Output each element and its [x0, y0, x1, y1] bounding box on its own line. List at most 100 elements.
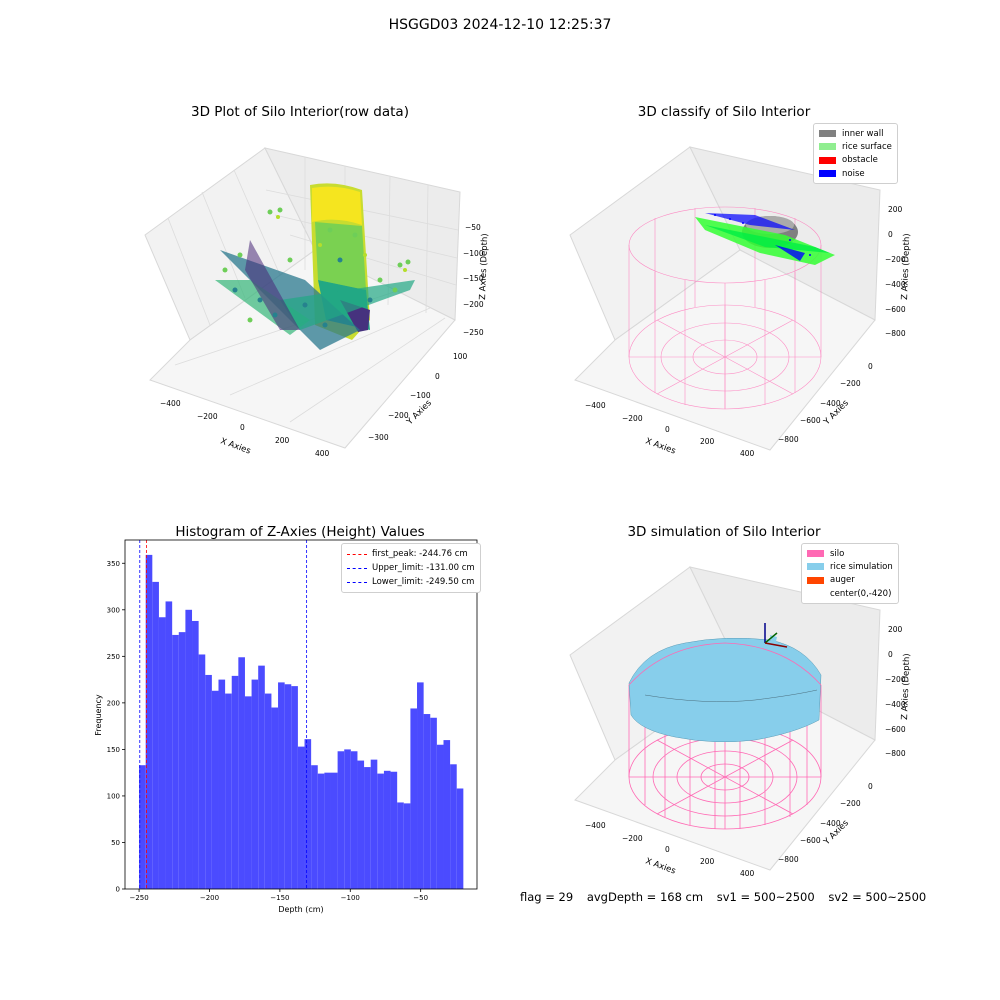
status-sv2: sv2 = 500~2500	[828, 890, 927, 904]
legend-item-rice-simulation: rice simulation	[807, 560, 893, 573]
legend-label: center(0,-420)	[830, 588, 892, 599]
histogram-bar	[225, 693, 232, 889]
sim-ytick: −200	[840, 799, 861, 808]
cls-xtick: 200	[700, 437, 715, 446]
sim-ytick: −400	[820, 819, 841, 828]
histogram-bar	[218, 679, 226, 889]
legend-swatch	[807, 590, 824, 597]
histogram-bar	[456, 788, 464, 889]
histogram-bar	[165, 601, 173, 889]
histogram-x-ticks: −250 −200 −150 −100 −50	[129, 889, 428, 902]
histogram-bar	[145, 554, 153, 889]
sim-xtick: 0	[665, 845, 670, 854]
raw-ztick: −200	[463, 300, 484, 309]
raw-xtick: 0	[240, 423, 245, 432]
legend-item-obstacle: obstacle	[819, 154, 892, 167]
histogram-bar	[297, 746, 305, 889]
raw-xtick: −200	[197, 412, 218, 421]
status-sv1: sv1 = 500~2500	[716, 890, 815, 904]
histogram-ytick-label: 350	[107, 560, 120, 568]
sim-xlabel: X Axies	[644, 856, 677, 876]
histogram-ytick-label: 0	[116, 886, 120, 894]
legend-label: rice surface	[842, 141, 892, 152]
histogram-bars	[139, 554, 464, 889]
histogram-ytick-label: 50	[111, 839, 120, 847]
histogram-bar	[324, 772, 331, 889]
histogram-bar	[152, 581, 159, 889]
histogram-bar	[205, 674, 212, 889]
histogram-bar	[403, 803, 411, 889]
legend-label: rice simulation	[830, 561, 893, 572]
sim-xtick: 200	[700, 857, 715, 866]
histogram-bar	[357, 760, 365, 889]
legend-item-lower-limit: Lower_limit: -249.50 cm	[347, 575, 475, 589]
histogram-bar	[317, 773, 325, 889]
sim-ztick: −200	[885, 675, 906, 684]
cls-xlabel: X Axies	[644, 436, 677, 456]
legend-label: noise	[842, 168, 865, 179]
histogram-bar	[337, 751, 345, 889]
histogram-ytick-label: 200	[107, 699, 120, 707]
histogram-bar	[430, 717, 437, 889]
raw-ztick: −150	[463, 274, 484, 283]
cls-ytick: −200	[840, 379, 861, 388]
histogram-bar	[304, 739, 312, 889]
cls-zlabel: Z Axies (Depth)	[900, 233, 912, 300]
sim-zlabel: Z Axies (Depth)	[900, 653, 912, 720]
histogram-bar	[211, 690, 219, 889]
legend-item-inner-wall: inner wall	[819, 127, 892, 140]
histogram-bar	[443, 740, 451, 889]
legend-line	[347, 567, 367, 569]
histogram-frame	[124, 539, 478, 890]
legend-swatch	[819, 143, 836, 151]
histogram-chart: −250 −200 −150 −100 −50 0 50 100 150 200 250 300 35…	[94, 539, 478, 914]
sim-silo-top	[628, 642, 822, 686]
legend-item-center: center(0,-420)	[807, 587, 893, 600]
histogram-bar	[410, 708, 418, 889]
histogram-bar	[344, 749, 351, 889]
histogram-bar	[231, 675, 239, 889]
histogram-bar	[198, 654, 206, 889]
histogram-bar	[436, 744, 444, 889]
histogram-bar	[192, 620, 199, 889]
raw-3d-plot: −400 −200 0 200 400 X Axies 100 0 −100 −…	[144, 147, 490, 458]
cls-ztick: 0	[888, 230, 893, 239]
histogram-legend: first_peak: -244.76 cm Upper_limit: -131…	[341, 543, 481, 593]
raw-xlabel: X Axies	[219, 436, 252, 456]
histogram-bar	[417, 682, 424, 889]
histogram-bar	[271, 707, 279, 889]
cls-xtick: −200	[622, 414, 643, 423]
legend-swatch	[807, 550, 824, 558]
legend-label: inner wall	[842, 128, 884, 139]
histogram-bar	[244, 696, 252, 889]
histogram-bar	[311, 765, 318, 889]
histogram-bar	[238, 657, 245, 889]
raw-ylabel: Y Axies	[404, 398, 434, 428]
legend-swatch	[819, 130, 836, 138]
raw-plot-title: 3D Plot of Silo Interior(row data)	[191, 104, 409, 120]
histogram-bar	[291, 686, 298, 889]
simulation-plot-title: 3D simulation of Silo Interior	[627, 524, 821, 540]
histogram-bar	[397, 802, 404, 889]
histogram-ytick-label: 300	[107, 606, 120, 614]
histogram-bar	[264, 693, 272, 889]
raw-ytick: 0	[435, 372, 440, 381]
cls-ytick: −600	[800, 416, 821, 425]
sim-ytick: 0	[868, 782, 873, 791]
legend-item-rice-surface: rice surface	[819, 140, 892, 153]
legend-swatch	[819, 170, 836, 178]
cls-xtick: −400	[585, 401, 606, 410]
raw-point-cloud	[215, 183, 415, 350]
cls-ytick: 0	[868, 362, 873, 371]
legend-line	[347, 581, 367, 583]
histogram-xtick-label: −50	[413, 894, 428, 902]
legend-swatch	[819, 156, 836, 164]
raw-ytick: 100	[453, 352, 468, 361]
raw-ytick: −100	[410, 391, 431, 400]
legend-label: auger	[830, 575, 855, 586]
raw-xtick: 400	[315, 449, 330, 458]
raw-ytick: −300	[368, 433, 389, 442]
histogram-bar	[172, 634, 179, 889]
sim-rice-surface	[628, 635, 822, 743]
classify-plot-title: 3D classify of Silo Interior	[637, 104, 811, 120]
